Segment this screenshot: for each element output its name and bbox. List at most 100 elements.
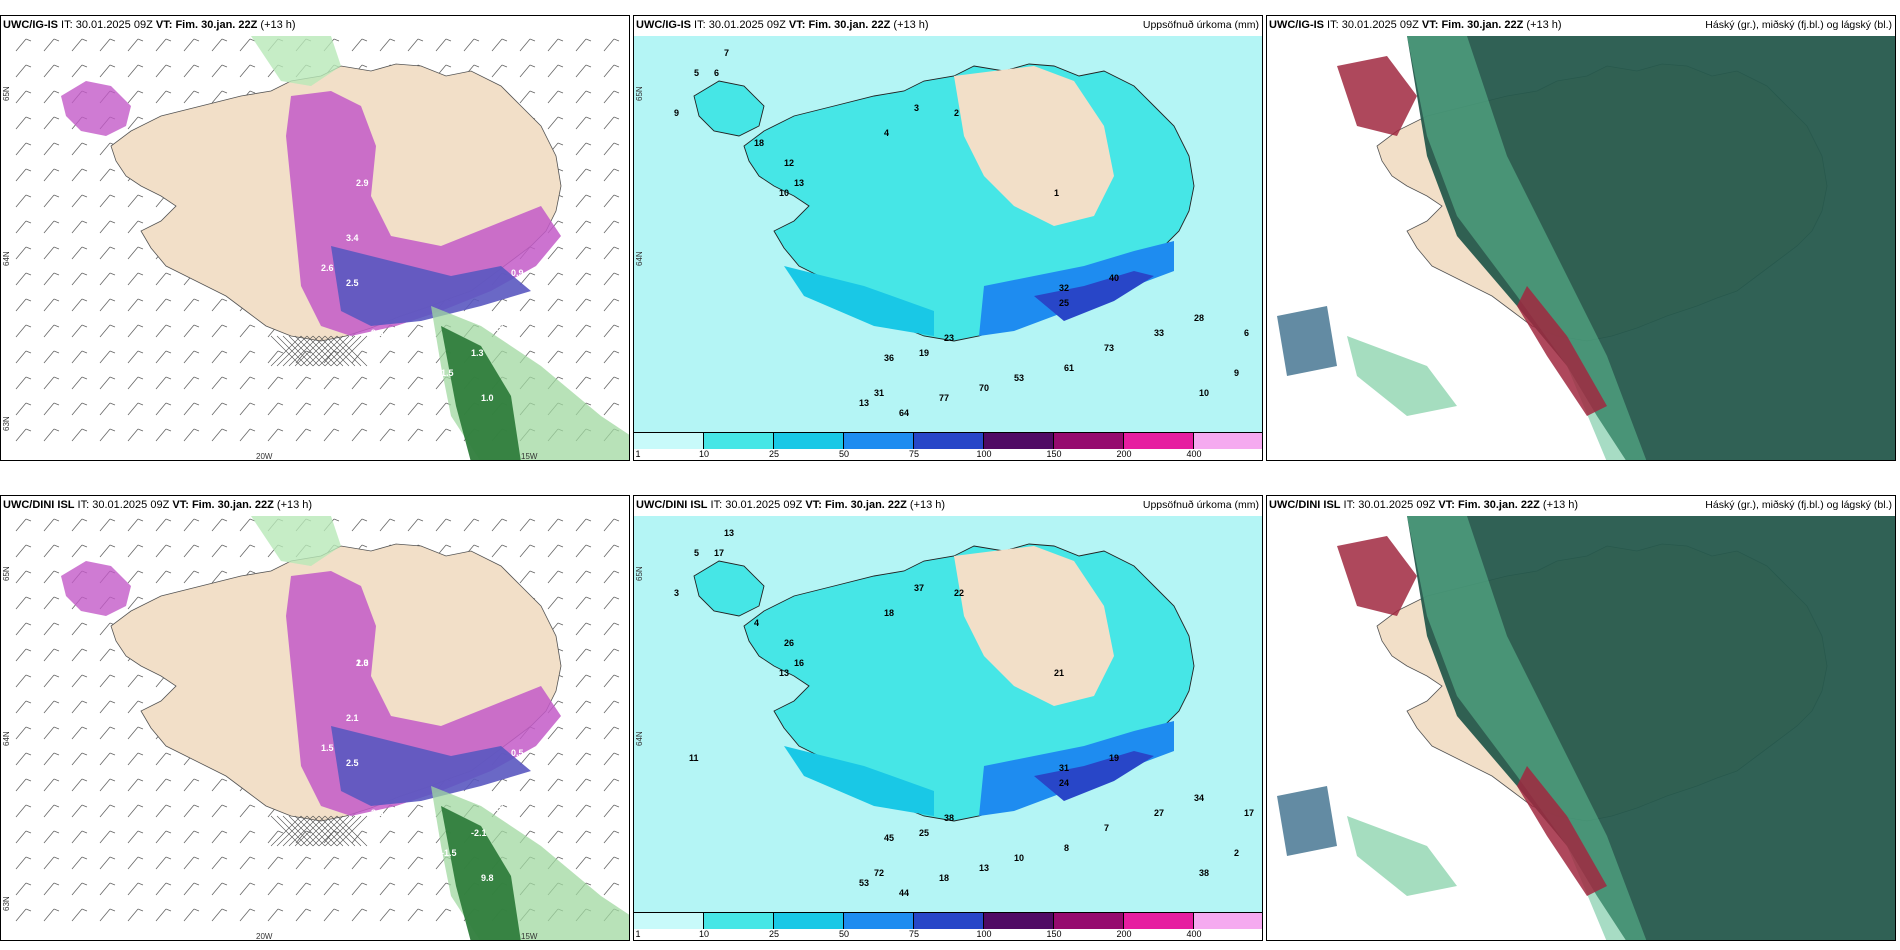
model-name: UWC/IG-IS [636,19,691,31]
value-label: 25 [1059,298,1069,308]
value-label: 5 [694,68,699,78]
value-label: 28 [1194,313,1204,323]
value-label: 18 [884,608,894,618]
value-label: 32 [1059,283,1069,293]
value-label: 38 [944,813,954,823]
value-label: 3.6 [371,808,384,818]
map-panel: UWC/IG-IS IT: 30.01.2025 09Z VT: Fim. 30… [1266,15,1896,461]
high-cloud-sw [1347,336,1457,416]
value-label: 53 [1014,373,1024,383]
value-label: 0.6 [531,318,544,328]
field-title: Háský (gr.), miðský (fj.bl.) og lágský (… [1705,19,1892,31]
lead-time: (+13 h) [906,499,946,511]
init-time: 30.01.2025 09Z [708,19,786,31]
snow-area [61,81,131,136]
value-label: 6 [714,68,719,78]
vt-label: VT: [785,19,809,31]
value-label: 2.5 [346,278,359,288]
value-label: 12 [371,348,381,358]
value-label: 13 [779,668,789,678]
value-label: 77 [939,393,949,403]
colorbar-tick: 150 [1046,449,1062,459]
value-label: 1.5 [321,743,334,753]
lead-time: (+13 h) [1539,499,1579,511]
map-canvas [1267,516,1895,940]
colorbar-tick: 50 [838,449,850,459]
init-time: 30.01.2025 09Z [92,499,170,511]
colorbar-swatch [1194,913,1262,929]
colorbar-swatch [844,433,914,449]
colorbar-swatch [704,433,774,449]
high-cloud-edge [1407,516,1647,940]
value-label: 2.6 [321,263,334,273]
colorbar-tick: 10 [698,929,710,939]
init-time: 30.01.2025 09Z [725,499,803,511]
lead-time: (+13 h) [890,19,929,31]
value-label: 2.5 [346,758,359,768]
colorbar-tick: 200 [1116,449,1132,459]
colorbar-swatch [984,433,1054,449]
value-label: 64 [899,408,909,418]
value-label: 27 [1154,808,1164,818]
valid-time: Fim. 30.jan. 22Z [175,19,258,31]
dry-interior [954,66,1114,226]
low-cloud-nw [1337,536,1417,616]
value-label: 36 [884,353,894,363]
rain-north-area [251,36,341,86]
value-label: 21 [1054,668,1064,678]
valid-time: Fim. 30.jan. 22Z [1457,499,1540,511]
lead-time: (+13 h) [257,19,296,31]
panel-title: UWC/IG-IS IT: 30.01.2025 09Z VT: Fim. 30… [1269,19,1562,31]
value-label: 2.1 [346,713,359,723]
model-name: UWC/DINI ISL [3,499,75,511]
map-panel: UWC/IG-IS IT: 30.01.2025 09Z VT: Fim. 30… [0,15,630,461]
vt-label: VT: [1435,499,1458,511]
it-label: IT: [707,499,726,511]
latitude-label: 63N [2,416,11,431]
rain-heavy-area [441,326,521,460]
latitude-label: 65N [2,566,11,581]
high-cloud-edge [1407,36,1647,460]
value-label: 7 [1104,823,1109,833]
it-label: IT: [1340,499,1359,511]
value-label: 13 [794,178,804,188]
valid-time: Fim. 30.jan. 22Z [191,499,274,511]
latitude-label: 65N [635,86,644,101]
value-label: 9.8 [481,873,494,883]
value-label: 37 [914,583,924,593]
longitude-label: 20W [256,452,273,461]
heavy-snow-area [331,246,531,326]
latitude-label: 64N [2,731,11,746]
value-label: 10 [779,188,789,198]
value-label: 13 [859,398,869,408]
value-label: 17 [714,548,724,558]
value-label: 0.9 [531,798,544,808]
longitude-label: 15W [521,452,538,461]
freezing-zone-hatch [270,815,368,847]
mid-cloud-sw [1277,786,1337,856]
colorbar-swatch [984,913,1054,929]
model-name: UWC/DINI ISL [636,499,708,511]
value-label: 25 [919,828,929,838]
low-cloud-nw [1337,56,1417,136]
precip-very-heavy [1034,271,1154,321]
value-label: 10. [401,823,414,833]
value-label: -2.1 [471,828,487,838]
value-label: 1.0 [481,393,494,403]
value-label: 17 [1244,808,1254,818]
colorbar-swatch [914,913,984,929]
value-label: 40 [1109,273,1119,283]
vt-label: VT: [169,499,192,511]
value-label: 10 [1014,853,1024,863]
value-label: 3 [674,588,679,598]
latitude-label: 63N [2,896,11,911]
value-label: 8 [1064,843,1069,853]
map-panel: UWC/DINI ISL IT: 30.01.2025 09Z VT: Fim.… [633,495,1263,941]
vt-label: VT: [802,499,825,511]
map-canvas [1267,36,1895,460]
value-label: 73 [1104,343,1114,353]
value-label: 1 [1054,188,1059,198]
map-panel: UWC/DINI ISL IT: 30.01.2025 09Z VT: Fim.… [1266,495,1896,941]
colorbar-tick: 100 [976,449,992,459]
valid-time: Fim. 30.jan. 22Z [824,499,907,511]
